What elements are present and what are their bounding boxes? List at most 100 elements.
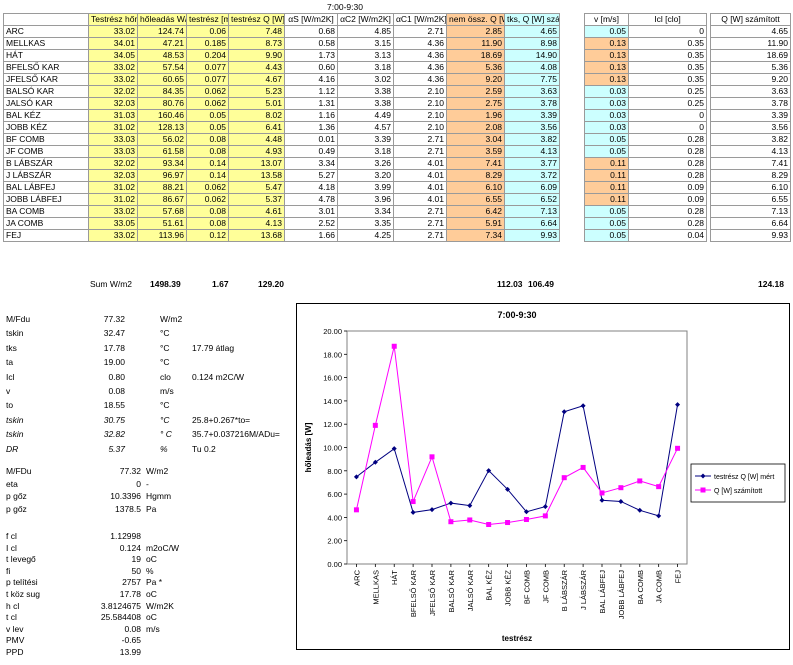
x-tick-label: ARC: [352, 569, 361, 585]
data-point: [505, 486, 511, 492]
cell-ac2: 3.02: [337, 73, 394, 86]
table-row: 7.13: [710, 205, 791, 218]
x-tick-label: MELLKAS: [371, 570, 380, 605]
cell-hl: 96.97: [137, 169, 187, 182]
cell-nq: 5.36: [446, 61, 505, 74]
cell-hl: 86.67: [137, 193, 187, 206]
param-unit: °C: [160, 342, 170, 353]
cell-qm: 5.47: [228, 181, 285, 194]
table-row: 6.55: [710, 193, 791, 206]
cell-v: 0.05: [584, 205, 629, 218]
data-point: [637, 478, 643, 484]
cell-qm: 8.02: [228, 109, 285, 122]
cell-t: 34.05: [88, 49, 138, 62]
table-row: 0.13 0.35: [584, 61, 707, 74]
param-value: 19: [131, 554, 141, 565]
y-tick-label: 8.00: [327, 467, 342, 476]
cell-as: 4.78: [284, 193, 338, 206]
table-row: 18.69: [710, 49, 791, 62]
cell-ac2: 3.15: [337, 37, 394, 50]
cell-ac2: 3.13: [337, 49, 394, 62]
table-row: JA COMB 33.05 51.61 0.08 4.13 2.52 3.35 2.71 5.9…: [3, 217, 560, 230]
cell-t: 32.03: [88, 169, 138, 182]
cell-v: 0.03: [584, 121, 629, 134]
x-tick-label: JOBB KÉZ: [504, 570, 513, 607]
data-point: [467, 517, 473, 523]
cell-icl: 0: [628, 121, 707, 134]
cell-ac2: 4.57: [337, 121, 394, 134]
data-point: [372, 459, 378, 465]
param-label: PMV: [6, 635, 25, 646]
cell-qm: 5.37: [228, 193, 285, 206]
x-tick-label: BAL KÉZ: [485, 570, 494, 601]
x-tick-label: BF COMB: [522, 570, 531, 604]
table-row: 0.11 0.28: [584, 169, 707, 182]
cell-tks: 3.78: [504, 97, 560, 110]
table-row: JALSÓ KAR 32.03 80.76 0.062 5.01 1.31 3.38 2.10…: [3, 97, 560, 110]
x-tick-label: HÁT: [390, 570, 399, 585]
param-label: I cl: [6, 542, 17, 553]
table-row: JFELSŐ KAR 33.02 60.65 0.077 4.67 4.16 3.02 4.3…: [3, 73, 560, 86]
table-row: 0.03 0: [584, 121, 707, 134]
cell-m2: 0.077: [186, 73, 229, 86]
data-point: [637, 507, 643, 513]
table-row: 0.05 0.04: [584, 229, 707, 242]
row-label: JF COMB: [3, 145, 89, 158]
cell-t: 31.03: [88, 109, 138, 122]
cell-ac2: 3.38: [337, 85, 394, 98]
table-row: 0.11 0.09: [584, 181, 707, 194]
cell-qm: 13.58: [228, 169, 285, 182]
param-unit: m/s: [160, 386, 174, 396]
data-point: [656, 484, 662, 490]
table-row: 0.05 0.28: [584, 217, 707, 230]
column-header: Testrész hőm. [C]: [88, 13, 138, 26]
param-note: Tu 0.2: [192, 443, 216, 454]
cell-m2: 0.06: [186, 25, 229, 38]
table-row: BFELSŐ KAR 33.02 57.54 0.077 4.43 0.60 3.18 4.3…: [3, 61, 560, 74]
row-label: JA COMB: [3, 217, 89, 230]
cell-hl: 57.68: [137, 205, 187, 218]
cell-ac1: 2.71: [393, 145, 447, 158]
cell-ac2: 3.39: [337, 133, 394, 146]
cell-nq: 6.42: [446, 205, 505, 218]
cell-m2: 0.08: [186, 145, 229, 158]
cell-t: 31.02: [88, 121, 138, 134]
cell-hl: 80.76: [137, 97, 187, 110]
cell-m2: 0.185: [186, 37, 229, 50]
cell-as: 0.58: [284, 37, 338, 50]
param-value: -0.65: [121, 635, 141, 646]
column-header: testrész [m2]: [186, 13, 229, 26]
cell-nq: 2.08: [446, 121, 505, 134]
x-tick-label: JALSÓ KAR: [466, 569, 475, 611]
cell-m2: 0.08: [186, 133, 229, 146]
param-unit: Hgmm: [146, 491, 172, 502]
y-tick-label: 12.00: [323, 420, 342, 429]
cell-tks: 8.98: [504, 37, 560, 50]
cell-icl: 0.28: [628, 133, 707, 146]
param-unit: Pa *: [146, 577, 163, 588]
table-row: BAL KÉZ 31.03 160.46 0.05 8.02 1.16 4.49 2.10 1.…: [3, 109, 560, 122]
cell-ac1: 2.71: [393, 229, 447, 242]
cell-as: 0.60: [284, 61, 338, 74]
cell-icl: 0.28: [628, 205, 707, 218]
x-tick-label: BALSÓ KAR: [447, 569, 456, 612]
cell-m2: 0.08: [186, 205, 229, 218]
sum-q: 124.18: [758, 279, 784, 289]
cell-qm: 4.67: [228, 73, 285, 86]
sum-label: Sum W/m2: [90, 279, 133, 289]
param-value: 25.584408: [100, 612, 141, 623]
cell-qm: 9.90: [228, 49, 285, 62]
param-label: p telítési: [6, 577, 38, 588]
param-value: 1.12998: [110, 531, 141, 541]
param-label: fi: [6, 565, 11, 576]
series-line: [355, 346, 679, 526]
param-unit: m/s: [146, 623, 160, 634]
cell-nq: 8.29: [446, 169, 505, 182]
cell-qm: 4.43: [228, 61, 285, 74]
cell-m2: 0.14: [186, 169, 229, 182]
cell-ac1: 4.36: [393, 37, 447, 50]
cell-q: 9.20: [710, 73, 791, 86]
param-unit: °C: [160, 357, 170, 368]
table-row: 0.13 0.35: [584, 37, 707, 50]
cell-icl: 0: [628, 109, 707, 122]
